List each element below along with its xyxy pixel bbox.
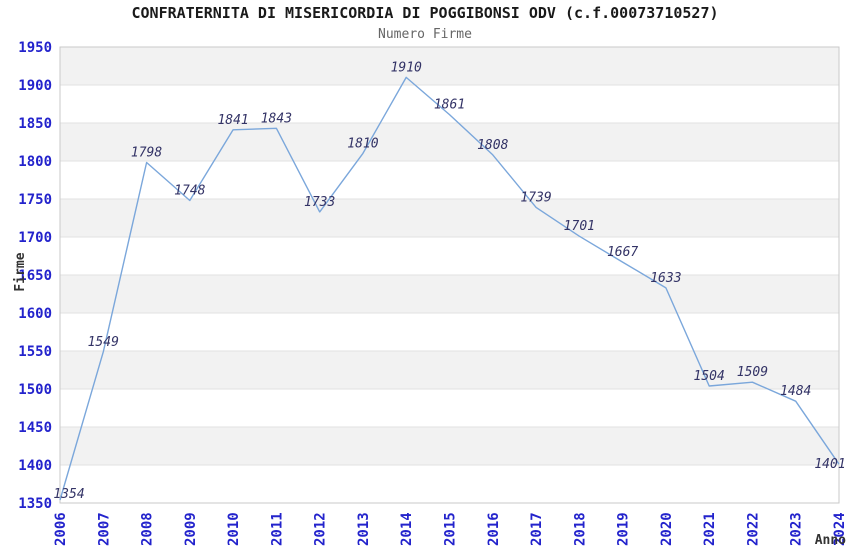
y-tick-label: 1600 (18, 306, 52, 322)
x-tick-label: 2016 (486, 512, 502, 546)
y-tick-label: 1450 (18, 420, 52, 436)
x-tick-label: 2011 (269, 512, 285, 546)
data-label: 1484 (780, 384, 811, 399)
x-tick-label: 2012 (313, 512, 329, 546)
chart-subtitle: Numero Firme (378, 27, 472, 42)
y-axis-title: Firme (13, 252, 28, 291)
plot-band (60, 199, 839, 237)
x-axis-title: Anno (815, 533, 846, 548)
data-line (59, 76, 840, 501)
data-label: 1843 (261, 111, 292, 126)
data-label: 1509 (737, 365, 768, 380)
plot-band (60, 389, 839, 427)
y-tick-label: 1900 (18, 78, 52, 94)
plot-band (60, 465, 839, 503)
data-label: 1401 (814, 457, 845, 472)
chart-title: CONFRATERNITA DI MISERICORDIA DI POGGIBO… (131, 4, 719, 22)
plot-band (60, 427, 839, 465)
data-label: 1667 (607, 245, 638, 260)
y-tick-label: 1400 (18, 458, 52, 474)
data-label: 1810 (347, 136, 378, 151)
plot-band (60, 161, 839, 199)
y-tick-label: 1950 (18, 40, 52, 56)
plot-band (60, 237, 839, 275)
y-tick-label: 1850 (18, 116, 52, 132)
plot-border (59, 46, 840, 504)
x-tick-label: 2020 (659, 512, 675, 546)
plot-band (60, 123, 839, 161)
x-tick-label: 2018 (572, 512, 588, 546)
data-label: 1354 (53, 487, 84, 502)
data-label: 1798 (131, 146, 162, 161)
plot-band (60, 275, 839, 313)
x-tick-label: 2019 (616, 512, 632, 546)
data-label: 1808 (477, 138, 508, 153)
y-tick-label: 1650 (18, 268, 52, 284)
x-tick-label: 2010 (226, 512, 242, 546)
x-tick-label: 2015 (443, 512, 459, 546)
data-label: 1748 (174, 184, 205, 199)
x-tick-label: 2009 (183, 512, 199, 546)
data-label: 1861 (434, 98, 465, 113)
data-label: 1739 (520, 190, 551, 205)
plot-band (60, 47, 839, 85)
y-tick-label: 1700 (18, 230, 52, 246)
y-tick-label: 1550 (18, 344, 52, 360)
y-tick-label: 1800 (18, 154, 52, 170)
plot-band (60, 313, 839, 351)
x-tick-label: 2006 (53, 512, 69, 546)
data-label: 1633 (650, 271, 681, 286)
x-tick-label: 2007 (96, 512, 112, 546)
y-tick-label: 1350 (18, 496, 52, 512)
x-tick-label: 2014 (399, 512, 415, 546)
data-label: 1549 (88, 335, 119, 350)
x-tick-label: 2023 (789, 512, 805, 546)
plot-band (60, 351, 839, 389)
x-tick-label: 2021 (702, 512, 718, 546)
x-tick-label: 2022 (745, 512, 761, 546)
x-tick-label: 2008 (140, 512, 156, 546)
plot-band (60, 85, 839, 123)
data-label: 1733 (304, 195, 335, 210)
data-label: 1504 (694, 369, 725, 384)
data-label: 1701 (564, 219, 595, 234)
y-tick-label: 1500 (18, 382, 52, 398)
y-tick-label: 1750 (18, 192, 52, 208)
data-label: 1841 (217, 113, 248, 128)
data-label: 1910 (391, 60, 422, 75)
x-tick-label: 2017 (529, 512, 545, 546)
x-tick-label: 2024 (832, 512, 848, 546)
x-tick-label: 2013 (356, 512, 372, 546)
